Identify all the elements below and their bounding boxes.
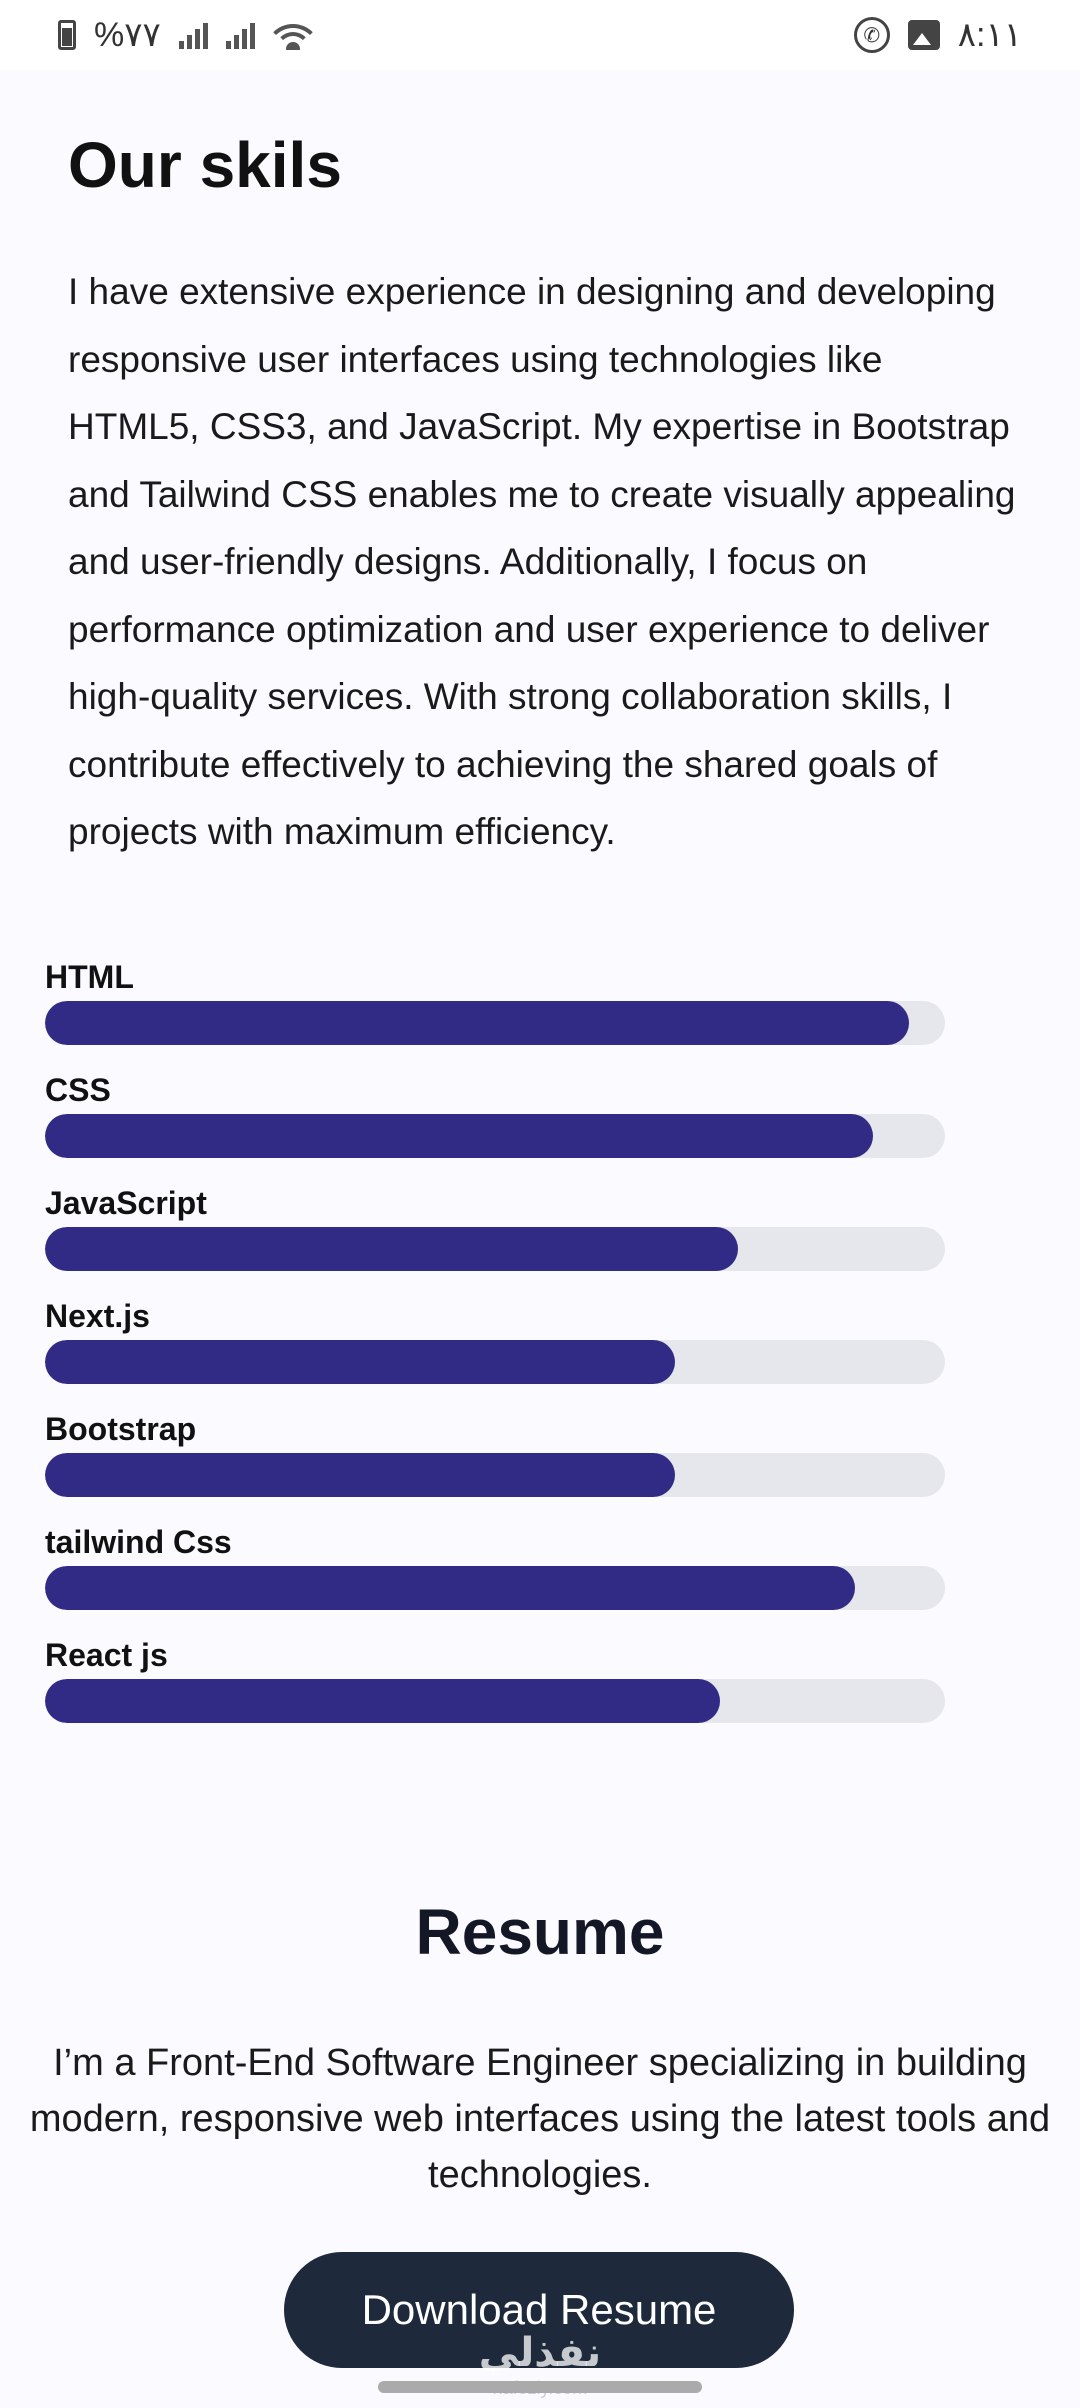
skill-progress-track [45,1227,945,1271]
skill-progress-fill [45,1340,675,1384]
skill-progress-fill [45,1679,720,1723]
wifi-icon [272,20,313,50]
battery-icon [58,20,76,50]
resume-description: I’m a Front-End Software Engineer specia… [29,2042,1051,2196]
skill-progress-track [45,1001,945,1045]
skill-progress-track [45,1679,945,1723]
skill-progress-fill [45,1114,873,1158]
status-left: %۷۷ [58,15,313,55]
skill-name: React js [45,1637,168,1673]
skill-name: tailwind Css [45,1524,232,1560]
home-indicator[interactable] [378,2381,702,2393]
skill-item: JavaScript [45,1181,945,1294]
skill-name: HTML [45,959,134,995]
skill-item: tailwind Css [45,1520,945,1633]
whatsapp-icon: ✆ [853,17,890,53]
signal-icon [178,21,208,49]
skill-item: CSS [45,1068,945,1181]
clock: ۸:۱۱ [957,16,1022,54]
watermark-logo: نفذلي [478,2331,602,2375]
skill-progress-fill [45,1566,855,1610]
skill-item: Bootstrap [45,1407,945,1520]
skill-name: Bootstrap [45,1411,197,1447]
skill-progress-track [45,1114,945,1158]
skill-item: Next.js [45,1294,945,1407]
skill-name: JavaScript [45,1185,207,1221]
skill-item: React js [45,1633,945,1746]
skill-item: HTML [45,955,945,1068]
skill-progress-fill [45,1453,675,1497]
gallery-icon [907,20,940,50]
skill-progress-track [45,1566,945,1610]
status-bar: %۷۷ ✆ ۸:۱۱ [0,0,1080,70]
download-resume-button[interactable]: Download Resume [284,2252,794,2368]
skill-name: CSS [45,1072,111,1108]
skill-progress-track [45,1453,945,1497]
status-right: ✆ ۸:۱۱ [853,15,1022,55]
battery-level: %۷۷ [94,16,161,54]
skill-progress-fill [45,1227,738,1271]
signal-icon-2 [225,21,255,49]
skill-progress-fill [45,1001,909,1045]
skills-description: I have extensive experience in designing… [68,271,1016,852]
resume-title: Resume [415,1896,665,1968]
skill-progress-track [45,1340,945,1384]
skills-title: Our skils [68,129,342,201]
skill-name: Next.js [45,1298,150,1334]
skill-list: HTML CSS JavaScript Next.js Bootstrap tailwin… [45,955,945,1746]
